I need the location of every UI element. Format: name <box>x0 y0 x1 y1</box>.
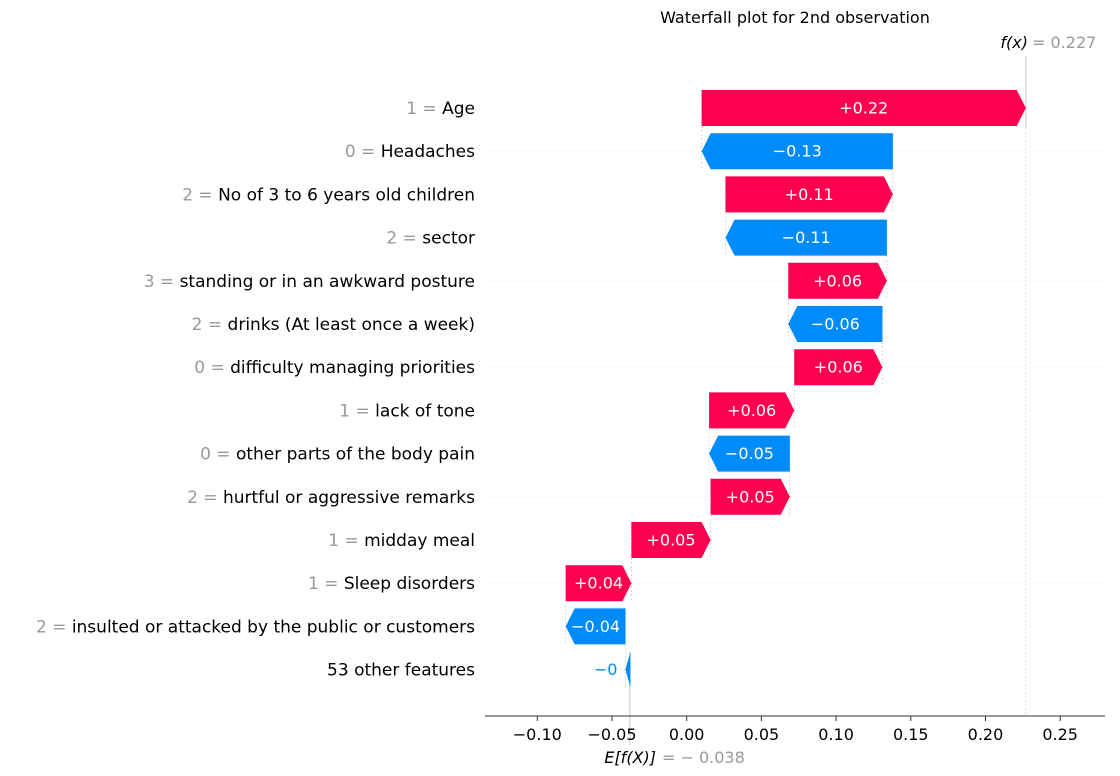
x-tick-label: 0.25 <box>1042 725 1078 744</box>
bar-value-label: +0.04 <box>574 574 623 593</box>
x-tick-label: 0.00 <box>669 725 705 744</box>
feature-label: 0 = other parts of the body pain <box>200 445 475 465</box>
feature-name: difficulty managing priorities <box>230 358 475 378</box>
waterfall-bar <box>710 478 790 515</box>
bar-value-label: +0.06 <box>727 401 776 420</box>
bar-value-label: +0.22 <box>839 99 888 118</box>
x-tick-label: 0.05 <box>744 725 780 744</box>
feature-name: sector <box>422 229 475 249</box>
waterfall-bar <box>794 349 883 386</box>
waterfall-bar <box>709 392 795 429</box>
bar-value-label: +0.11 <box>785 185 834 204</box>
feature-value: 2 = <box>36 617 72 637</box>
waterfall-bar <box>788 306 883 342</box>
waterfall-bar <box>788 262 887 299</box>
x-tick-label: 0.15 <box>893 725 929 744</box>
feature-label: 0 = Headaches <box>345 142 475 162</box>
efx-label: E[f(X)] <box>604 748 656 767</box>
feature-label: 2 = hurtful or aggressive remarks <box>187 488 475 508</box>
feature-name: Age <box>442 99 475 119</box>
feature-value: 1 = <box>328 531 364 551</box>
feature-value: 0 = <box>345 142 381 162</box>
feature-name: midday meal <box>364 531 475 551</box>
x-tick-label: −0.10 <box>513 725 562 744</box>
fx-annotation: f(x) = 0.227 <box>1000 33 1096 52</box>
bar-value-label: +0.06 <box>813 271 862 290</box>
feature-name: insulted or attacked by the public or cu… <box>72 617 475 637</box>
waterfall-bar <box>725 176 893 213</box>
bar-value-label: +0.05 <box>646 531 695 550</box>
waterfall-bar <box>631 522 711 558</box>
feature-labels: 1 = Age 0 = Headaches 2 = No of 3 to 6 yea… <box>36 99 475 681</box>
feature-value: 1 = <box>308 574 344 594</box>
waterfall-bar <box>709 435 790 472</box>
feature-value: 3 = <box>144 272 180 292</box>
feature-value: 2 = <box>182 185 218 205</box>
bar-value-label: +0.05 <box>726 487 775 506</box>
feature-name: other parts of the body pain <box>236 445 475 465</box>
x-axis: −0.10 −0.05 0.00 0.05 0.10 0.15 0.20 0.25 <box>485 715 1105 744</box>
fx-value: = 0.227 <box>1032 33 1096 52</box>
efx-annotation: E[f(X)] = − 0.038 <box>604 748 744 767</box>
feature-name: hurtful or aggressive remarks <box>223 488 475 508</box>
waterfall-bar <box>701 133 893 170</box>
feature-value: 1 = <box>406 99 442 119</box>
feature-value: 1 = <box>339 401 375 421</box>
feature-name: Sleep disorders <box>344 574 475 594</box>
waterfall-bar <box>725 219 887 256</box>
feature-name: No of 3 to 6 years old children <box>218 185 475 205</box>
row-gridlines <box>485 107 1105 670</box>
feature-value: 2 = <box>187 488 223 508</box>
x-tick-label: 0.10 <box>818 725 854 744</box>
waterfall-bar <box>701 90 1026 126</box>
waterfall-bar <box>625 651 631 688</box>
bar-value-label: +0.06 <box>814 358 863 377</box>
feature-label: 0 = difficulty managing priorities <box>194 358 475 378</box>
feature-label: 1 = midday meal <box>328 531 475 551</box>
feature-value: 0 = <box>194 358 230 378</box>
feature-label: 1 = lack of tone <box>339 401 475 421</box>
bar-value-label: −0 <box>594 660 618 679</box>
x-tick-label: 0.20 <box>968 725 1004 744</box>
feature-label: 2 = drinks (At least once a week) <box>192 315 475 335</box>
feature-label: 2 = sector <box>386 229 475 249</box>
feature-label: 1 = Sleep disorders <box>308 574 475 594</box>
feature-label: 2 = insulted or attacked by the public o… <box>36 617 475 637</box>
feature-label: 1 = Age <box>406 99 475 119</box>
feature-name: Headaches <box>381 142 475 162</box>
bar-value-label: −0.04 <box>571 617 620 636</box>
bars: +0.22 −0.13 +0.11 −0.11 +0.06 −0.06 +0.06 +0.06… <box>565 90 1026 688</box>
chart-title: Waterfall plot for 2nd observation <box>660 8 930 27</box>
bar-value-label: −0.05 <box>725 444 774 463</box>
waterfall-bar <box>565 565 632 602</box>
feature-name: drinks (At least once a week) <box>228 315 475 335</box>
waterfall-bar <box>565 608 626 645</box>
feature-value: 2 = <box>192 315 228 335</box>
bar-value-label: −0.06 <box>811 315 860 334</box>
feature-label: 53 other features <box>327 661 475 681</box>
bar-value-label: −0.11 <box>782 228 831 247</box>
efx-value: = − 0.038 <box>662 748 745 767</box>
fx-label: f(x) <box>1000 33 1028 52</box>
x-tick-label: −0.05 <box>587 725 636 744</box>
feature-name: 53 other features <box>327 661 475 681</box>
feature-name: lack of tone <box>375 401 475 421</box>
bar-value-label: −0.13 <box>773 142 822 161</box>
feature-name: standing or in an awkward posture <box>180 272 475 292</box>
feature-label: 2 = No of 3 to 6 years old children <box>182 185 475 205</box>
feature-value: 2 = <box>386 229 422 249</box>
feature-label: 3 = standing or in an awkward posture <box>144 272 475 292</box>
feature-value: 0 = <box>200 445 236 465</box>
